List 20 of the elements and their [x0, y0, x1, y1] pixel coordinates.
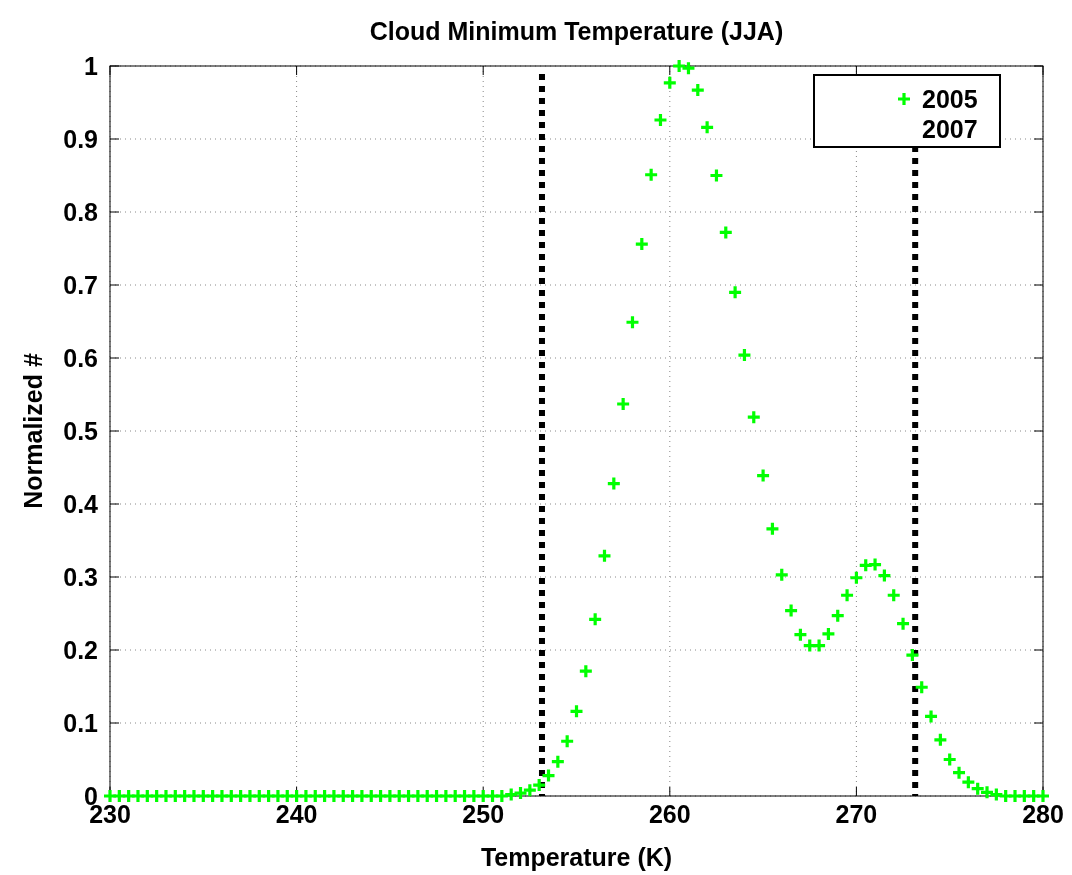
y-tick-label: 0.7 — [63, 270, 98, 299]
y-axis-title: Normalized # — [19, 353, 47, 509]
y-tick-label: 0.3 — [63, 562, 98, 591]
x-axis-title: Temperature (K) — [480, 843, 673, 871]
x-tick-label: 250 — [462, 800, 505, 828]
x-tick-label: 270 — [835, 800, 878, 828]
y-tick-label: 0.4 — [63, 489, 99, 518]
chart-title: Cloud Minimum Temperature (JJA) — [369, 17, 784, 45]
text: 2007 — [922, 114, 978, 143]
y-tick-label: 0.8 — [63, 197, 99, 226]
y-tick-label: 0.2 — [63, 635, 98, 664]
y-tick-label: 0.9 — [63, 124, 98, 153]
x-tick-label: 260 — [648, 800, 691, 828]
y-tick-label: 0.6 — [63, 343, 98, 372]
y-tick-label: 0.5 — [63, 416, 99, 445]
x-tick-label: 240 — [275, 800, 318, 828]
y-tick-label: 0.1 — [63, 708, 99, 737]
legend-label: 2005 — [922, 84, 978, 113]
y-tick-label: 1 — [84, 51, 99, 80]
x-tick-label: 280 — [1022, 800, 1064, 828]
